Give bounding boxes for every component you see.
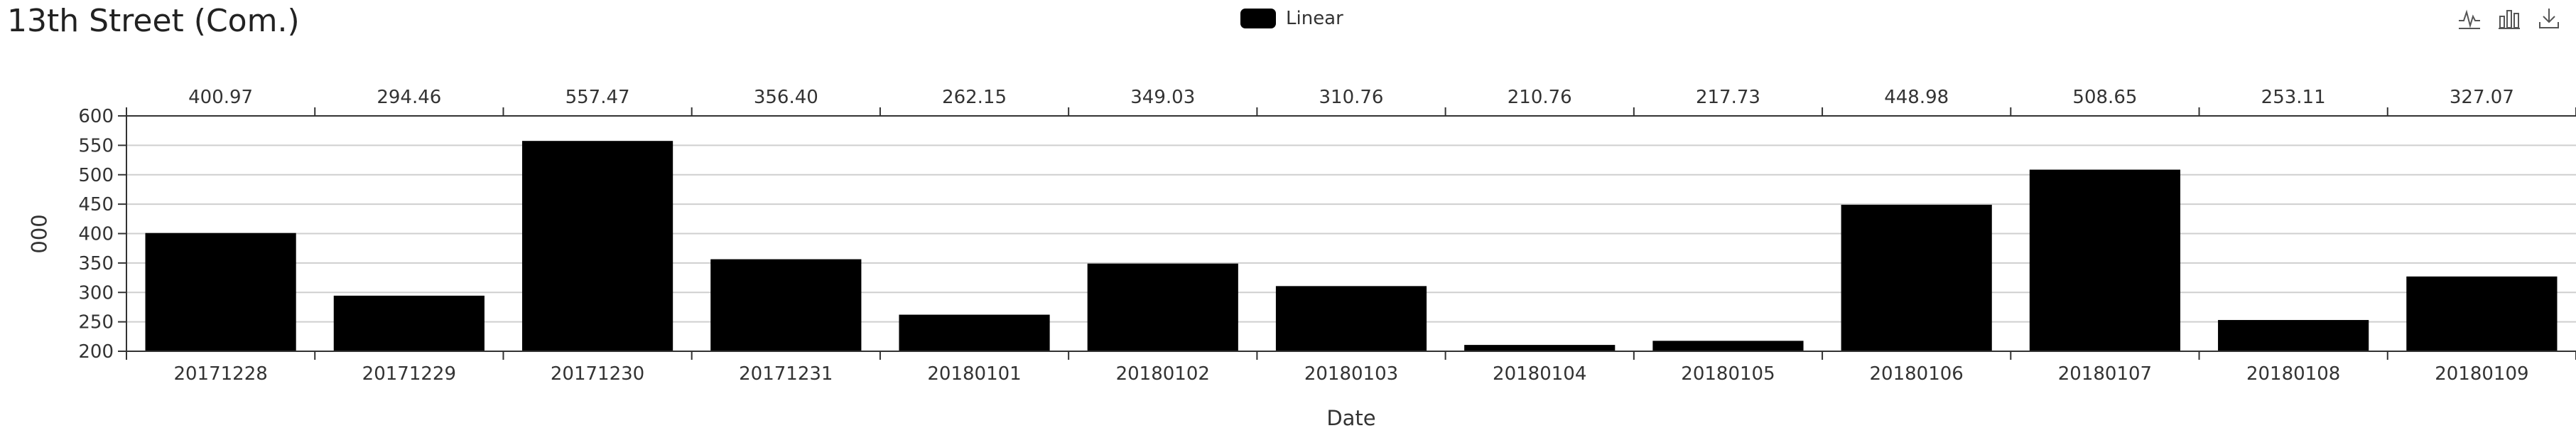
bar-chart-icon[interactable] [2496, 6, 2522, 31]
value-label: 253.11 [2261, 87, 2326, 108]
value-label: 262.15 [942, 87, 1007, 108]
download-icon[interactable] [2536, 6, 2562, 31]
y-tick-label: 300 [78, 282, 114, 304]
value-label: 400.97 [188, 87, 253, 108]
bar-20180103[interactable] [1275, 286, 1427, 351]
y-tick-label: 350 [78, 253, 114, 274]
x-tick-label: 20180106 [1870, 363, 1964, 385]
bar-20180108[interactable] [2218, 320, 2369, 351]
y-tick-label: 250 [78, 312, 114, 333]
value-label: 217.73 [1696, 87, 1760, 108]
y-tick-label: 550 [78, 135, 114, 156]
value-label: 310.76 [1319, 87, 1384, 108]
bar-20171228[interactable] [145, 233, 296, 351]
bar-20180105[interactable] [1652, 341, 1804, 351]
x-tick-label: 20171230 [551, 363, 644, 385]
bar-20180101[interactable] [899, 314, 1050, 351]
line-chart-icon[interactable] [2457, 6, 2482, 31]
x-tick-label: 20180108 [2246, 363, 2340, 385]
x-tick-label: 20180103 [1304, 363, 1398, 385]
value-label: 448.98 [1884, 87, 1949, 108]
bar-20180106[interactable] [1841, 204, 1992, 351]
bar-20171229[interactable] [333, 295, 485, 351]
value-label: 294.46 [377, 87, 441, 108]
y-tick-label: 500 [78, 165, 114, 186]
bar-20180104[interactable] [1464, 345, 1616, 351]
axes [118, 107, 2576, 360]
labels: 200 250 300 350 400 450 500 550 600 400.97 2017122… [26, 87, 2529, 430]
x-tick-label: 20171228 [173, 363, 267, 385]
x-tick-label: 20171229 [362, 363, 456, 385]
y-tick-label: 200 [78, 341, 114, 363]
x-tick-label: 20180102 [1116, 363, 1210, 385]
value-label: 356.40 [754, 87, 818, 108]
y-axis-label: 000 [26, 214, 50, 253]
chart-title: 13th Street (Com.) [7, 3, 300, 39]
x-tick-label: 20180101 [927, 363, 1021, 385]
x-axis-label: Date [1326, 406, 1375, 430]
y-tick-label: 450 [78, 194, 114, 215]
legend-label: Linear [1286, 8, 1343, 29]
bar-20171230[interactable] [521, 141, 673, 351]
chart-toolbar [2457, 6, 2562, 31]
value-label: 210.76 [1508, 87, 1572, 108]
value-label: 508.65 [2072, 87, 2137, 108]
x-tick-label: 20180105 [1681, 363, 1775, 385]
value-label: 349.03 [1130, 87, 1195, 108]
x-tick-label: 20180104 [1493, 363, 1586, 385]
bar-20180109[interactable] [2406, 276, 2558, 351]
y-tick-label: 600 [78, 106, 114, 127]
legend-swatch [1240, 9, 1276, 28]
value-label: 557.47 [565, 87, 630, 108]
value-label: 327.07 [2450, 87, 2514, 108]
y-tick-label: 400 [78, 224, 114, 245]
x-tick-label: 20171231 [739, 363, 833, 385]
bar-20180102[interactable] [1087, 263, 1238, 351]
x-tick-label: 20180109 [2435, 363, 2528, 385]
x-tick-label: 20180107 [2058, 363, 2152, 385]
bars [145, 141, 2558, 351]
bar-20171231[interactable] [710, 259, 862, 351]
legend-item-linear[interactable]: Linear [1240, 6, 1343, 31]
bar-20180107[interactable] [2029, 169, 2181, 351]
